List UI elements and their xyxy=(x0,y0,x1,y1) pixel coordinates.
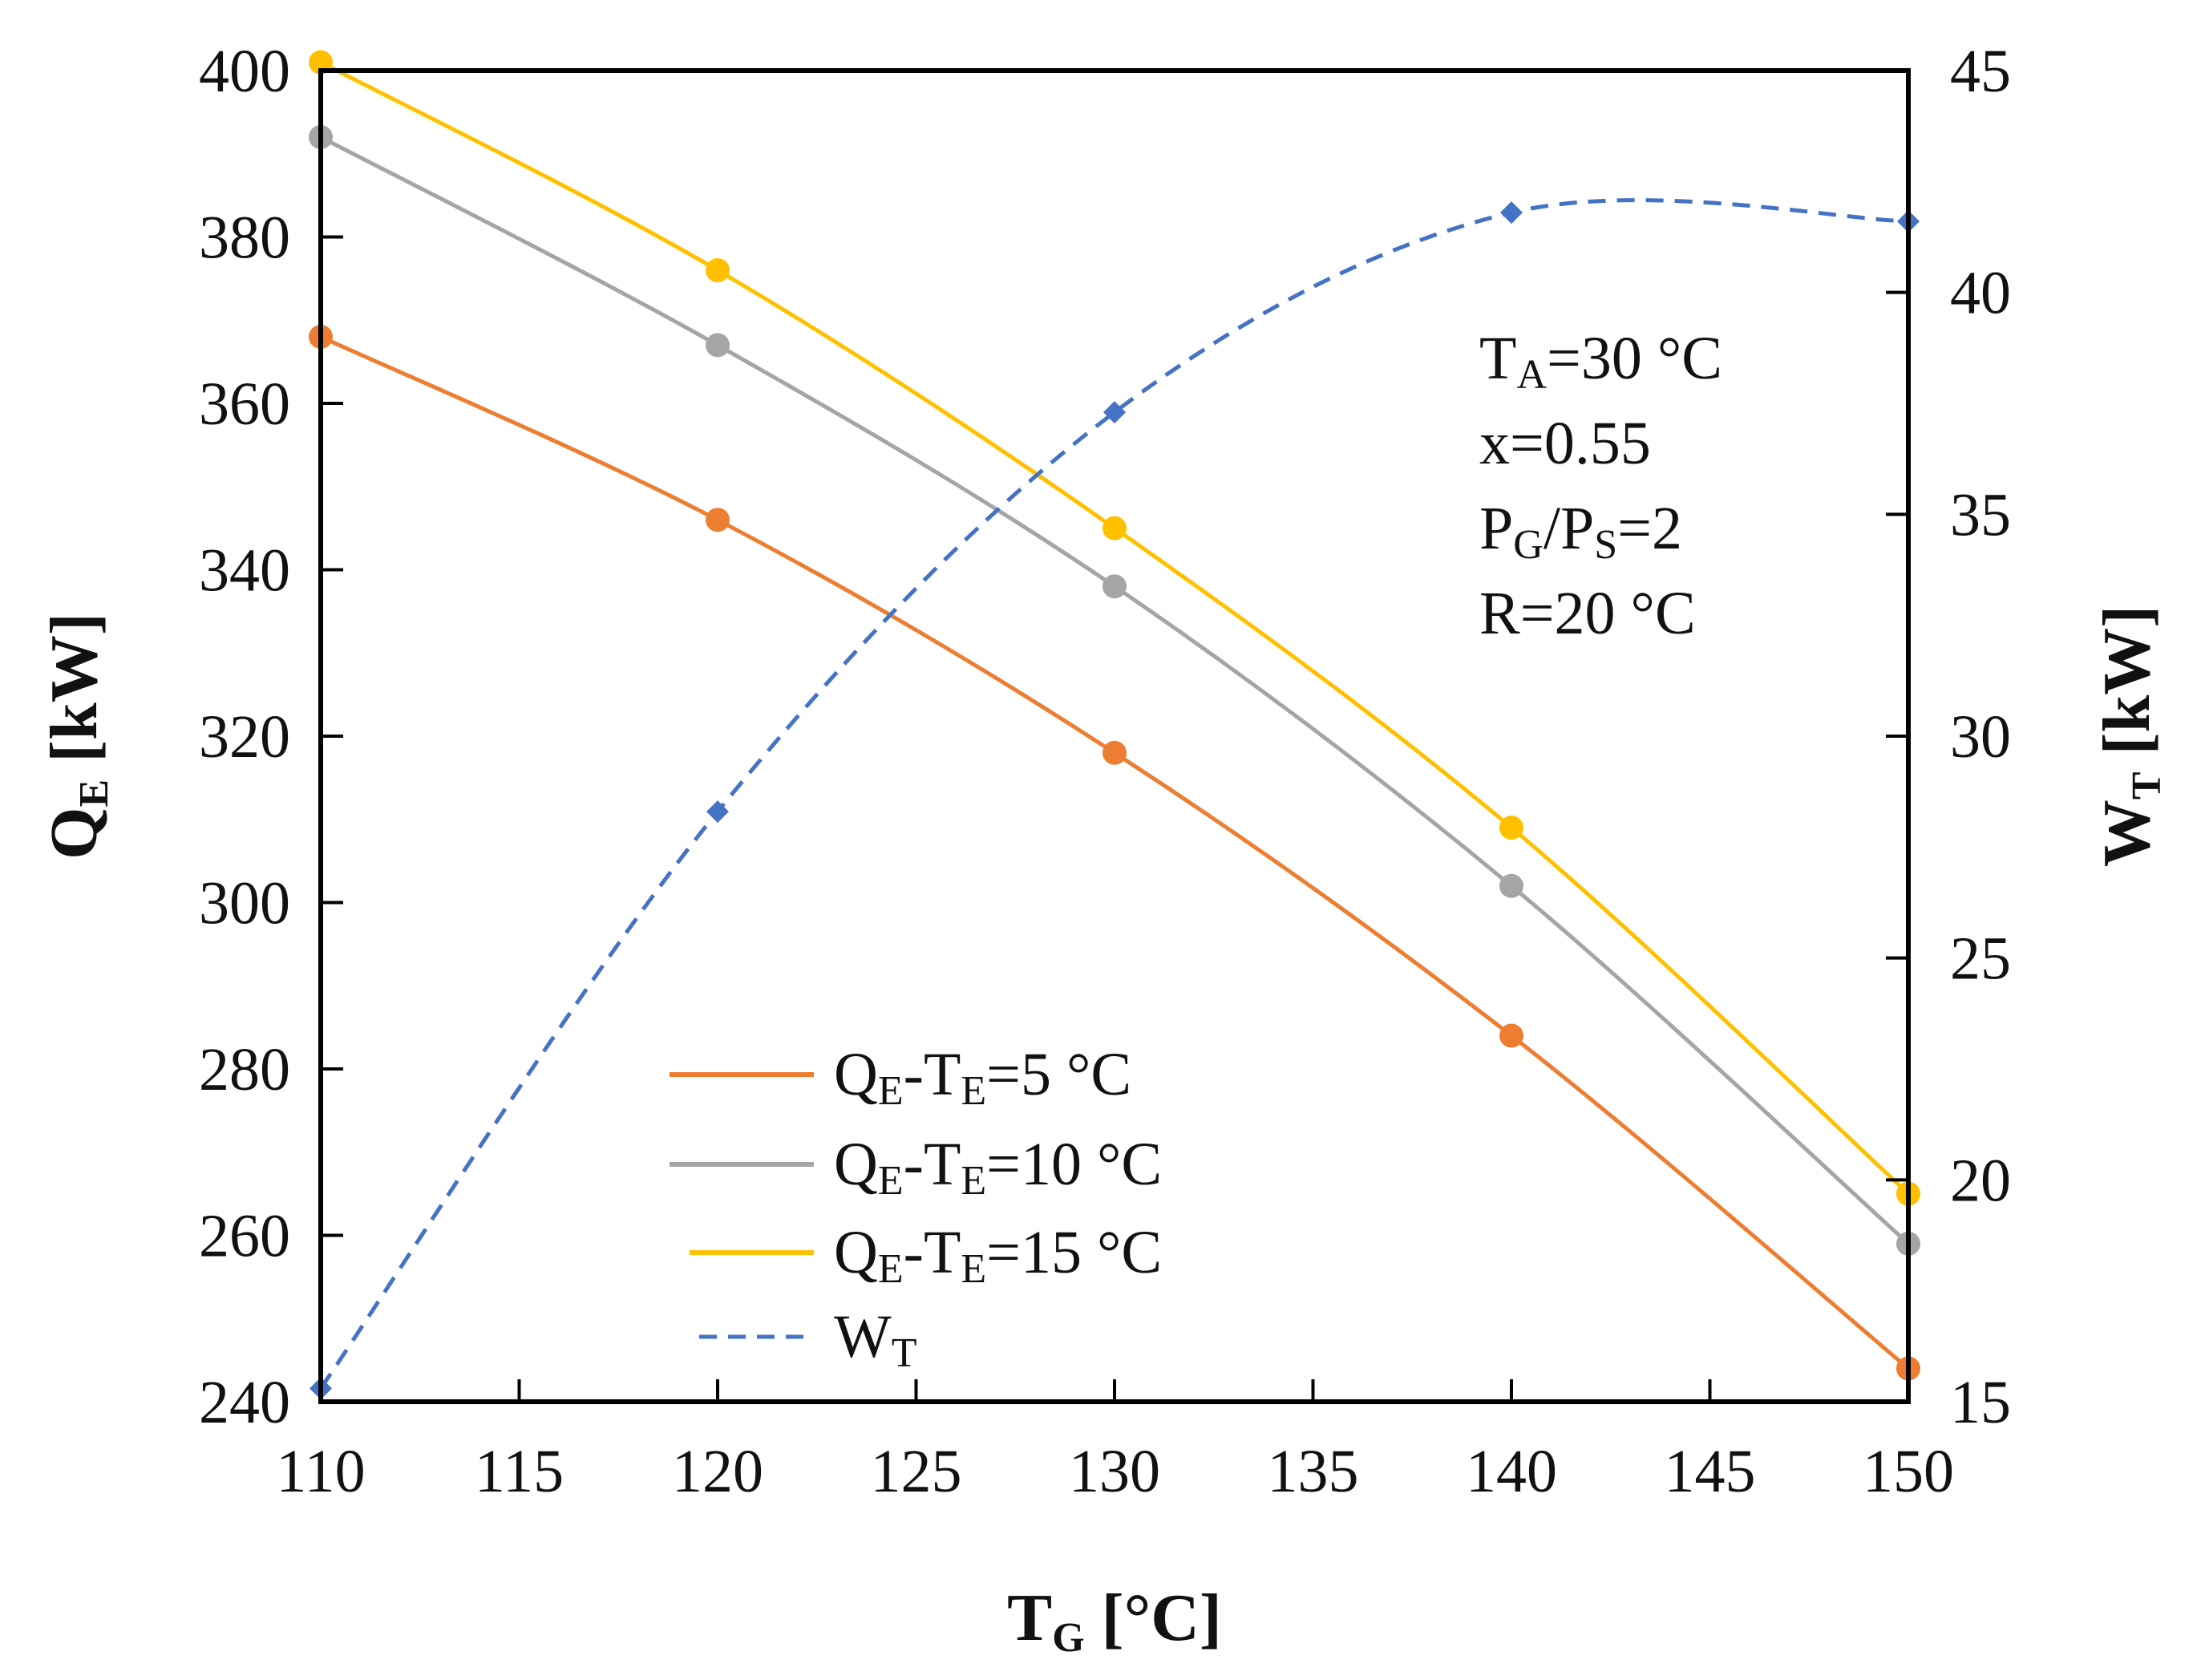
legend-entry-qe-te-5: QE-TE=5 °C xyxy=(670,1041,1131,1114)
legend: QE-TE=5 °C QE-TE=10 °C QE-TE=15 °C WT xyxy=(670,1041,1162,1376)
x-tick-label: 120 xyxy=(672,1438,763,1505)
y-right-tick-label: 40 xyxy=(1950,260,2011,327)
y-right-tick-label: 25 xyxy=(1950,925,2011,993)
x-axis-title: TG [°C] xyxy=(1007,1581,1222,1661)
x-tick-label: 150 xyxy=(1863,1438,1954,1505)
y-left-tick-label: 240 xyxy=(199,1369,290,1436)
series-point-qe-te-5-c xyxy=(1102,740,1127,765)
legend-entry-qe-te-10: QE-TE=10 °C xyxy=(670,1131,1162,1204)
x-tick-label: 125 xyxy=(871,1438,962,1505)
y-left-tick-label: 340 xyxy=(199,537,290,605)
y-right-tick-label: 45 xyxy=(1950,38,2011,105)
x-tick-label: 110 xyxy=(276,1438,365,1505)
legend-label-qe-te-5: QE-TE=5 °C xyxy=(834,1041,1131,1114)
legend-label-qe-te-10: QE-TE=10 °C xyxy=(834,1131,1162,1204)
legend-label-wt: WT xyxy=(834,1303,917,1376)
x-tick-label: 145 xyxy=(1665,1438,1756,1505)
y-left-axis-title: QE [kW] xyxy=(37,613,117,860)
annotation-r: R=20 °C xyxy=(1479,580,1696,647)
series-point-qe-te-10-c xyxy=(1102,574,1127,599)
legend-entry-wt: WT xyxy=(699,1303,917,1376)
y-right-tick-label: 30 xyxy=(1950,703,2011,771)
y-left-tick-label: 380 xyxy=(199,204,290,272)
series-point-qe-te-5-c xyxy=(1499,1023,1523,1048)
series-point-wt xyxy=(1500,201,1523,225)
x-tick-label: 140 xyxy=(1466,1438,1557,1505)
series-point-wt xyxy=(706,800,729,824)
legend-label-qe-te-15: QE-TE=15 °C xyxy=(834,1219,1162,1292)
series-point-qe-te-15-c xyxy=(706,258,730,282)
annotation-pressure-ratio: PG/PS=2 xyxy=(1479,495,1682,568)
axis-ticks xyxy=(319,69,1910,1403)
legend-entry-qe-te-15: QE-TE=15 °C xyxy=(690,1219,1162,1292)
y-left-tick-label: 280 xyxy=(199,1036,290,1103)
y-right-tick-label: 35 xyxy=(1950,481,2011,549)
annotation-x: x=0.55 xyxy=(1479,410,1651,477)
annotation-ta: TA=30 °C xyxy=(1479,325,1722,398)
series-line-wt xyxy=(318,198,1909,1390)
y-left-tick-label: 320 xyxy=(199,703,290,771)
y-left-tick-label: 300 xyxy=(199,870,290,937)
series-point-qe-te-15-c xyxy=(1499,816,1523,840)
x-tick-label: 130 xyxy=(1069,1438,1160,1505)
tick-labels: 110 115 120 125 130 135 140 145 150 240 260 280 300 3… xyxy=(199,38,2011,1505)
y-left-tick-label: 360 xyxy=(199,370,290,438)
series-point-qe-te-15-c xyxy=(1102,516,1127,540)
y-right-tick-label: 15 xyxy=(1950,1369,2011,1436)
y-right-axis-title: WT [kW] xyxy=(2090,605,2170,867)
y-right-tick-label: 20 xyxy=(1950,1147,2011,1214)
conditions-annotation: TA=30 °C x=0.55 PG/PS=2 R=20 °C xyxy=(1479,325,1722,647)
series-point-qe-te-10-c xyxy=(1499,873,1523,898)
series-point-qe-te-10-c xyxy=(706,333,730,358)
y-left-tick-label: 400 xyxy=(199,38,290,105)
y-left-tick-label: 260 xyxy=(199,1203,290,1270)
plot-series xyxy=(309,50,1920,1400)
x-tick-label: 135 xyxy=(1268,1438,1359,1505)
series-point-wt xyxy=(1103,401,1126,424)
x-tick-label: 115 xyxy=(475,1438,564,1505)
series-point-qe-te-5-c xyxy=(706,508,730,532)
